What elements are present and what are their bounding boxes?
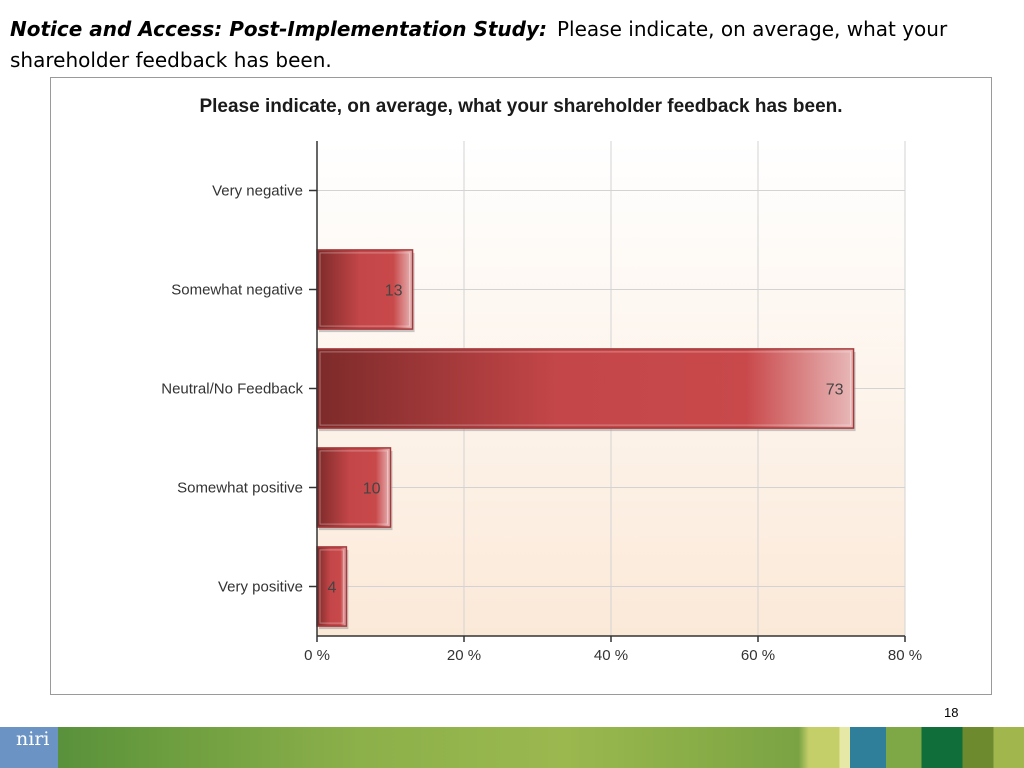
page-number: 18: [944, 705, 959, 720]
slide-title: Notice and Access: Post-Implementation S…: [10, 14, 1010, 76]
slide-title-rest: Please indicate, on average, what your s…: [10, 17, 948, 72]
data-label: 4: [327, 580, 336, 597]
x-tick-label: 40 %: [594, 647, 628, 664]
x-tick-label: 80 %: [888, 647, 922, 664]
y-tick-label: Very positive: [218, 579, 303, 596]
logo-text: niri: [16, 728, 50, 750]
bar: [316, 249, 414, 330]
y-tick-label: Very negative: [212, 183, 303, 200]
bar: [316, 348, 855, 429]
bar-highlight: [319, 450, 388, 525]
data-label: 13: [385, 283, 403, 300]
y-tick-label: Somewhat positive: [177, 480, 303, 497]
y-tick-label: Neutral/No Feedback: [161, 381, 303, 398]
bar: [316, 447, 392, 528]
footer-banner: [0, 727, 1024, 768]
bar-chart: 0 % 20 % 40 % 60 % 80 % Very negative 13 Somewh…: [161, 141, 922, 664]
y-tick-label: Somewhat negative: [171, 282, 303, 299]
x-tick-label: 0 %: [304, 647, 330, 664]
chart-frame: Please indicate, on average, what your s…: [50, 77, 992, 695]
bar-highlight: [319, 549, 344, 624]
bar-highlight: [319, 252, 411, 327]
data-label: 73: [826, 382, 844, 399]
bar-highlight: [319, 351, 852, 426]
bar: [316, 546, 348, 627]
slide-title-bold: Notice and Access: Post-Implementation S…: [10, 17, 547, 41]
logo: [0, 727, 58, 768]
x-tick-label: 60 %: [741, 647, 775, 664]
x-tick-label: 20 %: [447, 647, 481, 664]
chart-title: Please indicate, on average, what your s…: [199, 96, 843, 117]
data-label: 10: [363, 481, 381, 498]
